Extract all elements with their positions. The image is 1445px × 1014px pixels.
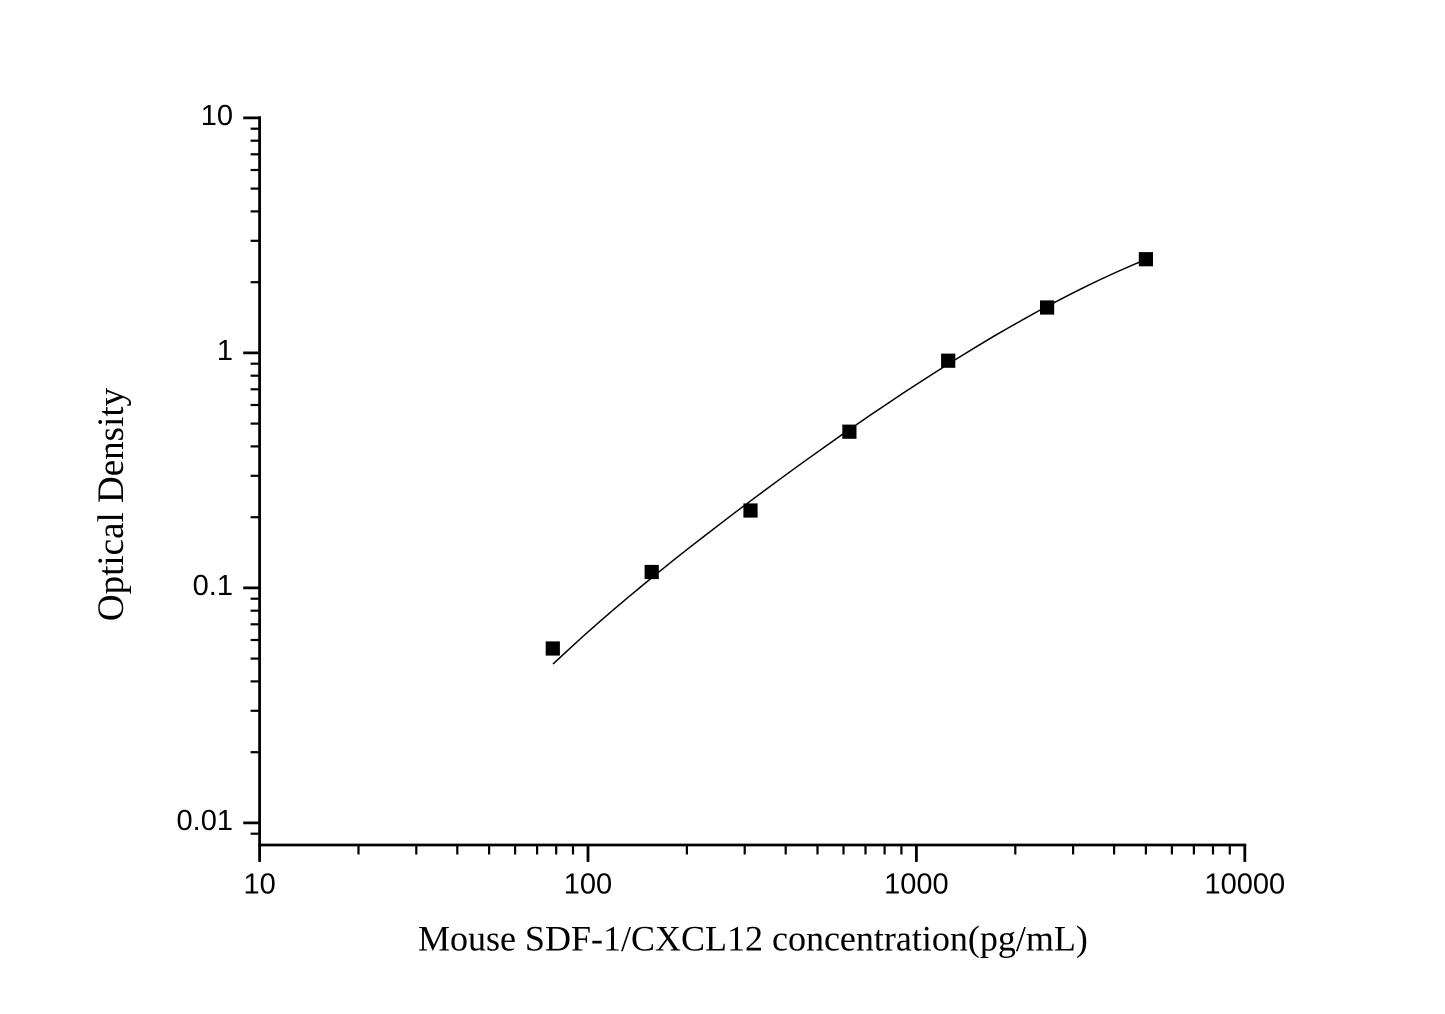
svg-text:10: 10 xyxy=(201,100,233,132)
svg-text:10: 10 xyxy=(243,869,275,901)
svg-text:1: 1 xyxy=(217,335,233,367)
svg-text:0.1: 0.1 xyxy=(193,570,233,602)
svg-text:Optical Density: Optical Density xyxy=(91,387,132,621)
svg-text:10000: 10000 xyxy=(1204,869,1285,901)
svg-text:100: 100 xyxy=(564,869,612,901)
svg-text:0.01: 0.01 xyxy=(177,805,233,837)
svg-text:1000: 1000 xyxy=(884,869,949,901)
svg-text:Mouse SDF-1/CXCL12 concentrati: Mouse SDF-1/CXCL12 concentration(pg/mL) xyxy=(418,918,1088,958)
